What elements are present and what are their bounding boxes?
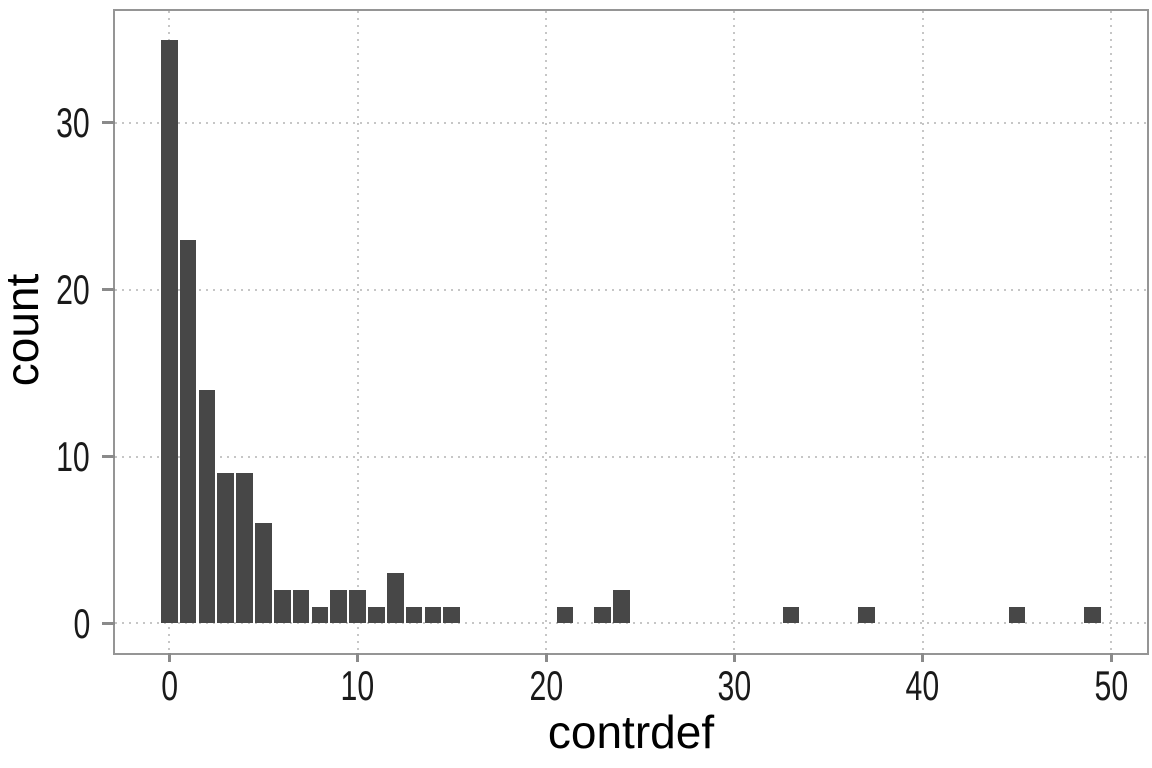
y-tick-label: 0 [6, 599, 90, 647]
x-tick-label: 30 [689, 665, 779, 707]
x-tick-label-text: 0 [160, 662, 178, 709]
histogram-bar [405, 606, 423, 624]
histogram-bar [782, 606, 800, 624]
histogram-bar [594, 606, 611, 624]
histogram-bar [236, 473, 253, 624]
gridline-vertical [921, 11, 924, 653]
y-tick-label-text: 0 [73, 599, 90, 647]
histogram-bar [198, 389, 216, 624]
histogram-bar [349, 590, 366, 624]
histogram-bar [443, 606, 461, 624]
x-axis-title: contrdef [547, 706, 715, 758]
x-tick-mark [921, 653, 925, 662]
histogram-bar [311, 606, 329, 624]
histogram-bar [330, 590, 348, 624]
x-tick-label-text: 20 [529, 662, 563, 709]
x-tick-mark [732, 653, 736, 662]
histogram-bar [613, 590, 630, 624]
x-tick-label-text: 40 [905, 662, 940, 709]
y-tick-label: 20 [6, 269, 90, 311]
y-tick-mark [102, 621, 115, 625]
gridline-vertical [545, 11, 547, 653]
histogram-bar [255, 523, 272, 624]
x-tick-label: 10 [313, 665, 403, 707]
y-tick-mark [102, 455, 115, 458]
histogram-bar [160, 39, 178, 624]
gridline-horizontal [115, 121, 1147, 124]
histogram-bar [179, 239, 197, 624]
x-tick-label: 40 [878, 665, 968, 707]
plot-panel [115, 11, 1147, 653]
gridline-vertical [733, 11, 736, 653]
gridline-vertical [356, 11, 359, 653]
gridline-vertical [1110, 11, 1113, 653]
histogram-bar [292, 590, 310, 624]
y-tick-label: 30 [6, 102, 90, 144]
y-axis-title: count [0, 273, 48, 387]
gridline-horizontal [115, 622, 1147, 625]
x-tick-label: 20 [501, 665, 591, 707]
y-tick-label-text: 20 [56, 266, 90, 314]
x-tick-mark [356, 653, 360, 662]
x-tick-label: 50 [1066, 665, 1152, 707]
histogram-bar [556, 606, 574, 624]
histogram-bar [386, 573, 404, 624]
y-tick-label: 10 [6, 436, 90, 478]
y-tick-label-text: 10 [56, 433, 90, 480]
y-tick-mark [102, 288, 115, 292]
histogram-bar [424, 606, 442, 624]
x-tick-label: 0 [124, 665, 214, 707]
x-tick-label-text: 30 [717, 662, 752, 709]
gridline-horizontal [115, 288, 1147, 291]
histogram-bar [1008, 606, 1026, 624]
x-tick-label-text: 50 [1094, 662, 1129, 709]
histogram-bar [273, 590, 291, 624]
x-tick-mark [167, 653, 171, 662]
histogram-bar [857, 606, 875, 624]
y-tick-mark [102, 121, 115, 125]
x-tick-mark [544, 653, 548, 662]
x-tick-mark [1109, 653, 1113, 662]
histogram-bar [1083, 606, 1101, 624]
histogram-bar [368, 606, 385, 624]
histogram-bar [217, 473, 235, 624]
x-tick-label-text: 10 [340, 662, 375, 709]
y-tick-label-text: 30 [56, 99, 90, 147]
gridline-horizontal [115, 455, 1147, 458]
